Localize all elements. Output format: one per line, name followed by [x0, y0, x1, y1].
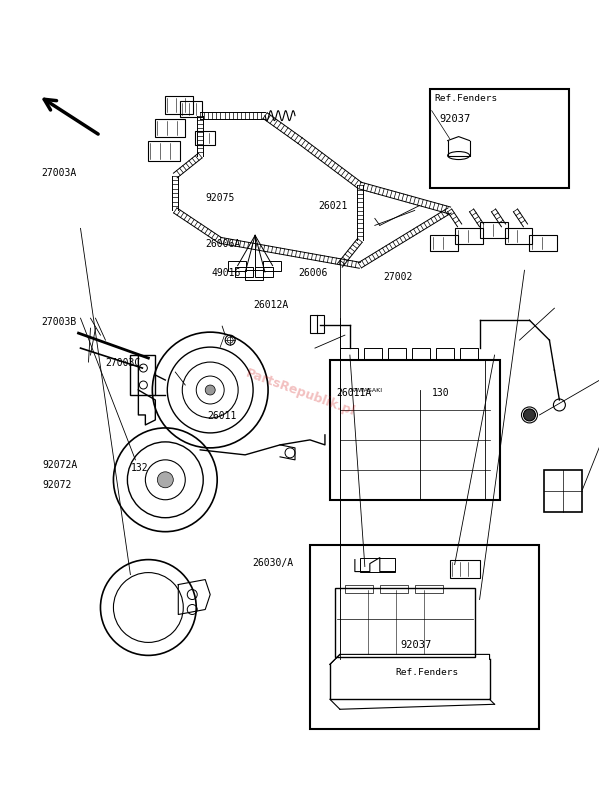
- Text: 49016: 49016: [211, 268, 241, 279]
- Text: 27002: 27002: [384, 272, 413, 282]
- Bar: [155, 119, 185, 137]
- Text: 92072: 92072: [43, 480, 72, 490]
- Bar: [130, 355, 155, 395]
- Text: 26006: 26006: [298, 268, 328, 279]
- Bar: [360, 557, 395, 571]
- Bar: [505, 228, 532, 244]
- Bar: [227, 261, 245, 271]
- Bar: [263, 261, 281, 271]
- Bar: [460, 348, 478, 360]
- Bar: [330, 360, 500, 500]
- Circle shape: [157, 472, 173, 487]
- Bar: [245, 270, 263, 280]
- Bar: [544, 469, 583, 512]
- Bar: [148, 141, 180, 161]
- Bar: [310, 316, 324, 333]
- Bar: [412, 348, 430, 360]
- Text: 27003C: 27003C: [106, 358, 141, 367]
- Circle shape: [205, 385, 215, 395]
- Text: 27003B: 27003B: [41, 317, 77, 327]
- Text: 27003A: 27003A: [41, 168, 77, 178]
- Bar: [180, 100, 202, 117]
- Text: Ref.Fenders: Ref.Fenders: [434, 94, 498, 103]
- Text: KAWASAKI: KAWASAKI: [350, 388, 382, 392]
- Bar: [364, 348, 382, 360]
- Text: 26011A: 26011A: [336, 388, 371, 397]
- Text: 26012A: 26012A: [253, 300, 289, 310]
- Text: 92075: 92075: [205, 193, 235, 203]
- Text: PartsRepublik.pl: PartsRepublik.pl: [244, 367, 356, 419]
- Bar: [195, 130, 215, 144]
- Bar: [310, 545, 539, 729]
- Bar: [415, 585, 443, 593]
- Text: 26030/A: 26030/A: [252, 558, 293, 568]
- Bar: [388, 348, 406, 360]
- Bar: [335, 587, 475, 657]
- Circle shape: [523, 409, 535, 421]
- Bar: [380, 585, 408, 593]
- Bar: [235, 267, 253, 277]
- Bar: [345, 585, 373, 593]
- Bar: [436, 348, 454, 360]
- Text: 92072A: 92072A: [43, 459, 78, 469]
- Text: 130: 130: [431, 388, 449, 397]
- Bar: [255, 267, 273, 277]
- Bar: [529, 236, 557, 251]
- Text: 26021: 26021: [318, 201, 347, 211]
- Text: 132: 132: [131, 462, 149, 473]
- Bar: [449, 560, 479, 578]
- Bar: [430, 236, 458, 251]
- Bar: [455, 228, 482, 244]
- Text: 26011: 26011: [207, 411, 236, 421]
- Text: 92037: 92037: [440, 114, 471, 123]
- Text: Ref.Fenders: Ref.Fenders: [396, 667, 459, 677]
- Bar: [166, 96, 193, 114]
- Bar: [430, 89, 569, 188]
- Bar: [340, 348, 358, 360]
- Text: 92037: 92037: [400, 640, 431, 650]
- Bar: [479, 222, 508, 239]
- Text: 26006A: 26006A: [205, 239, 241, 249]
